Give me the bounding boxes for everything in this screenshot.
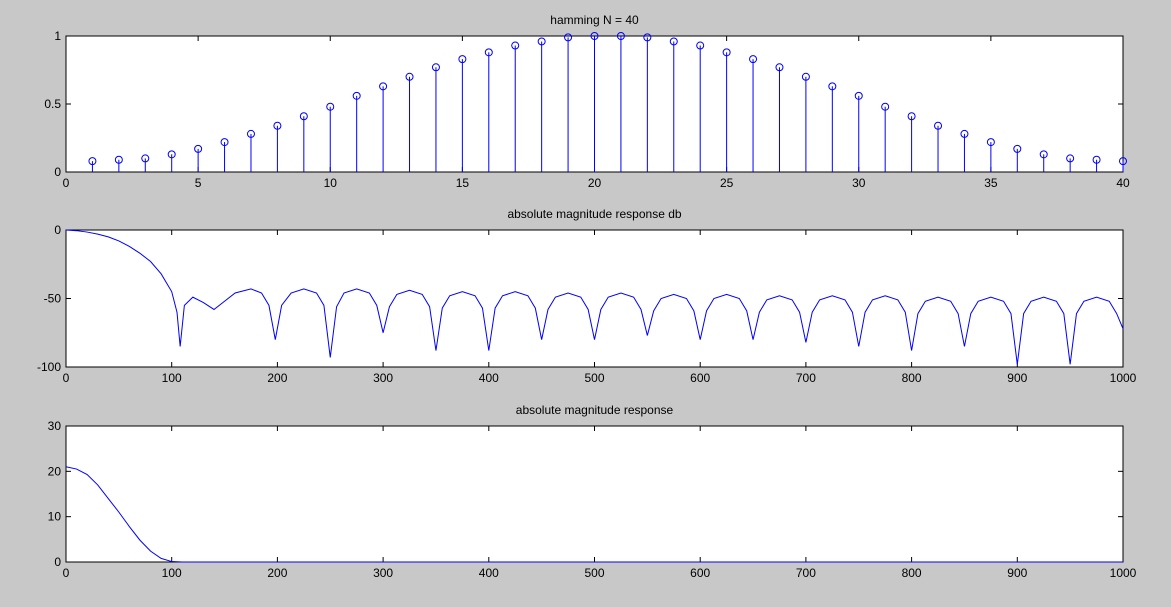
x-tick-label: 1000 [1110,371,1137,385]
stem-marker [590,32,599,40]
stem-marker [775,63,784,72]
stem-marker [669,37,678,46]
x-tick-label: 0 [63,176,70,190]
stem-marker [537,37,546,46]
stem-marker [907,112,916,121]
stem-marker [458,55,467,64]
x-tick-label: 400 [479,371,499,385]
stem-marker [643,33,652,42]
x-tick-label: 900 [1007,371,1027,385]
stem-marker [273,121,282,130]
stem-marker [564,33,573,42]
stem-marker [749,55,758,64]
x-tick-label: 25 [720,176,734,190]
line [65,229,1124,365]
y-tick-label: 10 [48,510,62,524]
stem-marker [484,48,493,57]
x-tick-label: 800 [902,371,922,385]
y-tick-label: 1 [54,29,61,43]
y-tick-label: 30 [48,419,62,433]
x-tick-label: 200 [267,566,287,580]
stem-marker [167,150,176,159]
stem-marker [405,72,414,81]
x-tick-label: 0 [63,566,70,580]
y-tick-label: 0 [54,165,61,179]
stem-marker [114,155,123,164]
stem-marker [986,138,995,147]
x-tick-label: 300 [373,371,393,385]
x-tick-label: 20 [588,176,602,190]
stem-marker [1013,144,1022,153]
stem-marker [141,154,150,163]
stem-marker [828,82,837,91]
y-tick-label: 0.5 [44,97,61,111]
stem-marker [246,129,255,138]
axes-title: hamming N = 40 [550,13,639,27]
stem-marker [1092,155,1101,164]
x-tick-label: 15 [456,176,470,190]
stem-marker [299,112,308,121]
x-tick-label: 100 [162,566,182,580]
x-tick-label: 900 [1007,566,1027,580]
line [65,466,1123,563]
x-tick-label: 1000 [1110,566,1137,580]
stem-marker [352,91,361,100]
x-tick-label: 0 [63,371,70,385]
axes-title: absolute magnitude response [516,403,674,417]
y-tick-label: 0 [54,555,61,569]
x-tick-label: 300 [373,566,393,580]
stem-marker [326,102,335,111]
axes-box [65,425,1124,563]
stem-marker [379,82,388,91]
stem-marker [1119,157,1127,166]
y-tick-label: -100 [37,360,61,374]
stem-marker [854,91,863,100]
x-tick-label: 500 [584,371,604,385]
x-tick-label: 500 [584,566,604,580]
y-tick-label: 0 [54,223,61,237]
x-tick-label: 10 [324,176,338,190]
x-tick-label: 400 [479,566,499,580]
stem-marker [88,157,97,166]
x-tick-label: 40 [1116,176,1130,190]
stem-marker [722,48,731,57]
x-tick-label: 600 [690,566,710,580]
y-tick-label: 20 [48,464,62,478]
stem-marker [960,129,969,138]
stem-marker [616,32,625,40]
stem-marker [1066,154,1075,163]
stem-marker [431,63,440,72]
x-tick-label: 200 [267,371,287,385]
x-tick-label: 100 [162,371,182,385]
x-tick-label: 800 [902,566,922,580]
y-tick-label: -50 [44,292,62,306]
stem-marker [801,72,810,81]
x-tick-label: 700 [796,566,816,580]
stem-marker [194,144,203,153]
axes-title: absolute magnitude response db [507,207,681,221]
x-tick-label: 600 [690,371,710,385]
x-tick-label: 35 [984,176,998,190]
stem-marker [934,121,943,130]
stem-marker [881,102,890,111]
stem-marker [511,41,520,50]
x-tick-label: 700 [796,371,816,385]
stem-marker [696,41,705,50]
x-tick-label: 5 [195,176,202,190]
stem-marker [220,138,229,147]
x-tick-label: 30 [852,176,866,190]
stem-marker [1039,150,1048,159]
axes-box [65,229,1124,368]
